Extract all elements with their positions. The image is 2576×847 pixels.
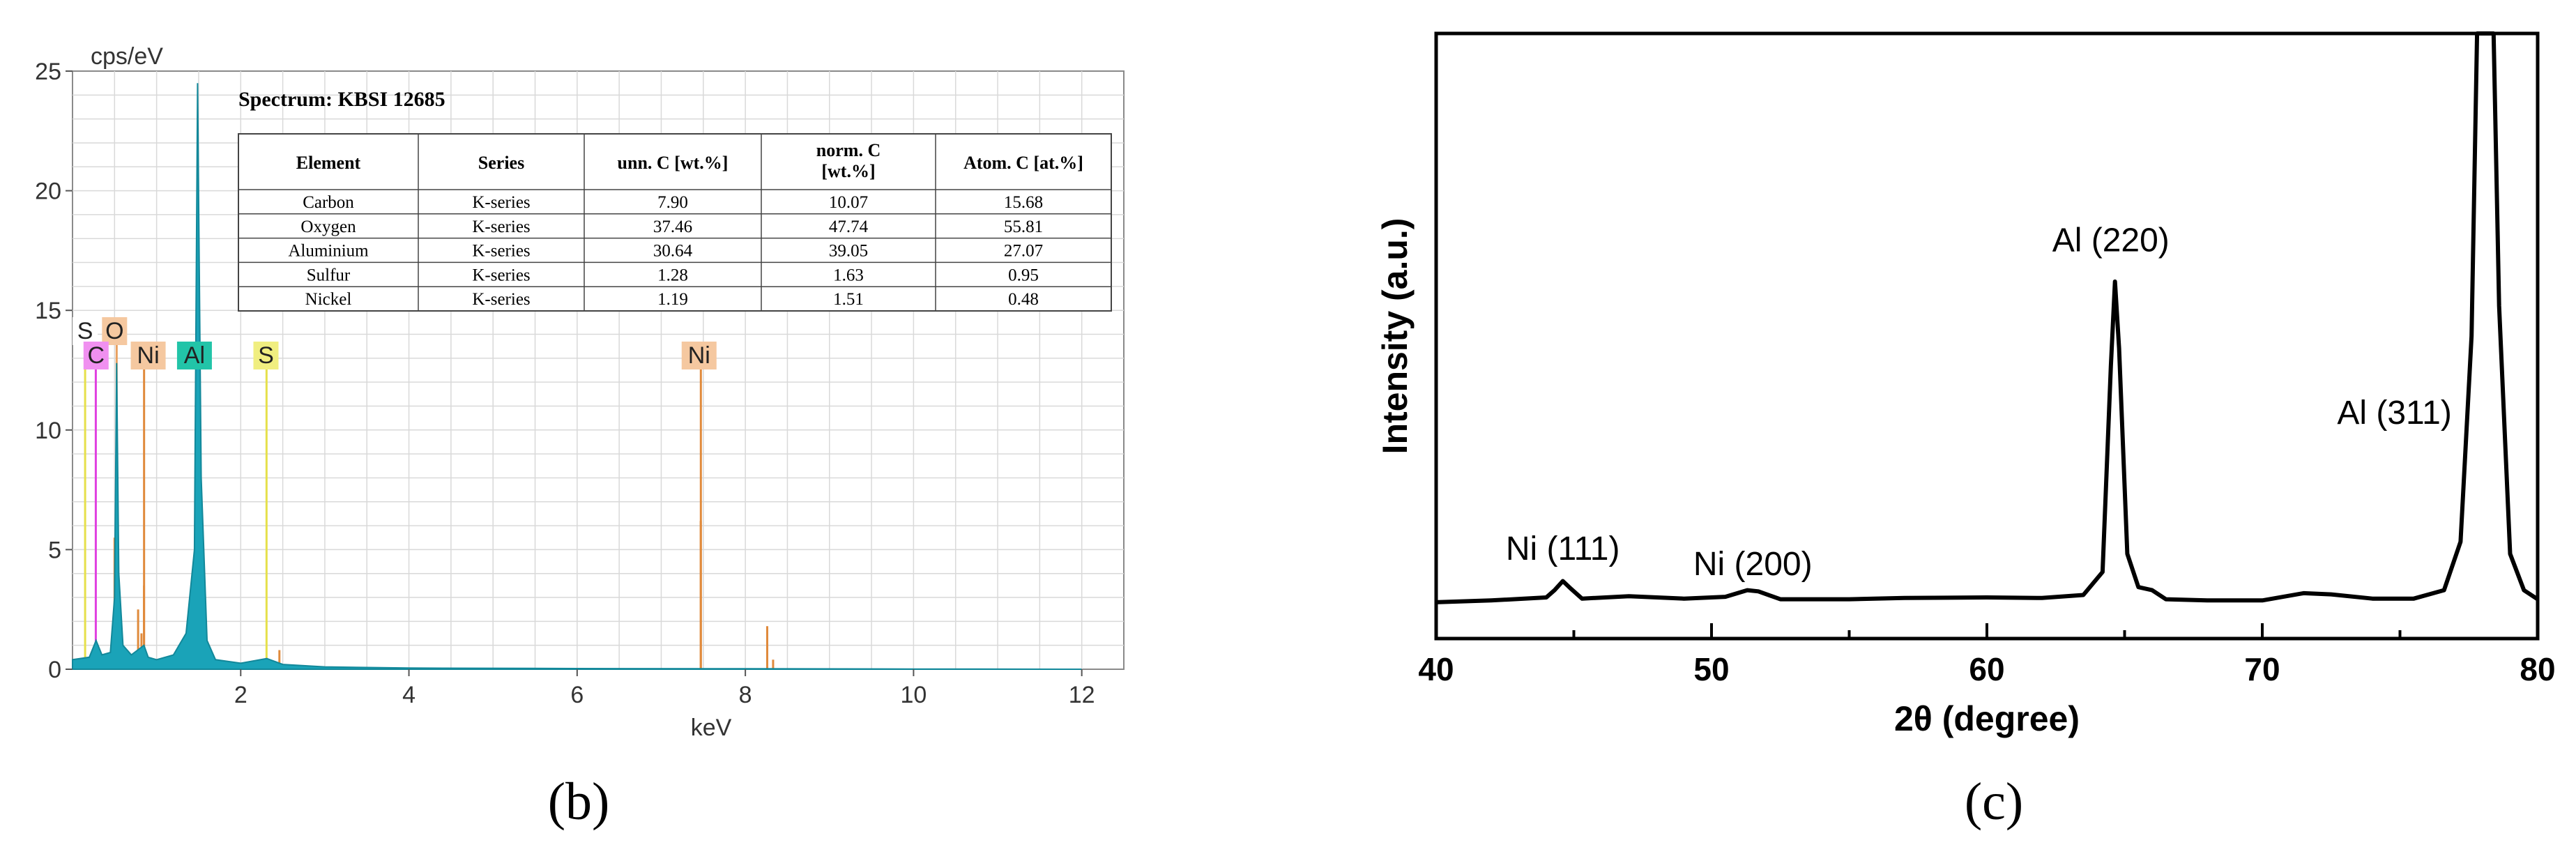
edx-y-tick-label: 0 — [48, 657, 61, 683]
table-header-cell: norm. C — [816, 140, 881, 160]
table-cell: 0.95 — [1008, 266, 1039, 284]
xrd-y-axis-label: Intensity (a.u.) — [1375, 218, 1415, 455]
xrd-x-axis-label: 2θ (degree) — [1894, 699, 2080, 738]
table-cell: K-series — [472, 218, 530, 236]
edx-spectrum-title: Spectrum: KBSI 12685 — [238, 88, 445, 111]
caption-c: (c) — [1965, 772, 2023, 831]
caption-b: (b) — [548, 772, 610, 831]
table-cell: Sulfur — [307, 266, 351, 284]
edx-axis-ticks: 2 4 6 8 10 12 0 5 10 15 20 25 — [35, 59, 1095, 708]
table-cell: 30.64 — [653, 242, 693, 261]
table-header-cell: unn. C [wt.%] — [618, 153, 729, 173]
xrd-pattern-panel: 40 50 60 70 80 Ni (111) Ni (200) Al (220) Al (3… — [1375, 31, 2556, 738]
table-cell: K-series — [472, 266, 530, 284]
table-cell: 55.81 — [1004, 218, 1043, 236]
element-label-box — [253, 342, 279, 369]
edx-y-tick-label: 10 — [35, 418, 61, 444]
xrd-peak-label: Al (311) — [2337, 395, 2452, 432]
table-header-cell: Series — [478, 153, 524, 173]
element-label-al: Al — [184, 342, 205, 369]
element-label-c: C — [87, 342, 105, 369]
element-label-box — [176, 342, 212, 369]
table-cell: K-series — [472, 242, 530, 261]
xrd-x-tick-label: 50 — [1693, 651, 1729, 687]
table-cell: Aluminium — [288, 242, 369, 261]
xrd-x-tick-label: 70 — [2244, 651, 2280, 687]
table-cell: 1.19 — [657, 290, 688, 309]
table-cell: 7.90 — [657, 193, 688, 212]
table-cell: Nickel — [305, 290, 352, 309]
xrd-x-tick-label: 80 — [2520, 651, 2555, 687]
element-label-box — [73, 317, 98, 345]
edx-x-tick-label: 6 — [570, 682, 584, 708]
element-label-ni: Ni — [688, 342, 710, 369]
table-cell: 1.63 — [833, 266, 864, 284]
edx-y-tick-label: 15 — [35, 298, 61, 324]
xrd-peak-label: Ni (200) — [1693, 546, 1813, 583]
xrd-x-tick-label: 40 — [1418, 651, 1454, 687]
element-label-ni: Ni — [137, 342, 160, 369]
table-frame — [238, 133, 1112, 312]
xrd-x-axis-label-text: 2θ (degree) — [1894, 699, 2080, 738]
element-label-box — [681, 342, 717, 369]
element-label-o: O — [105, 318, 123, 344]
table-cell: Carbon — [303, 193, 354, 212]
table-cell: K-series — [472, 193, 530, 212]
xrd-peak-annotations: Ni (111) Ni (200) Al (220) Al (311) — [1506, 222, 2452, 582]
table-cell: 47.74 — [829, 218, 869, 236]
table-cell: 1.28 — [657, 266, 688, 284]
element-label-s: S — [258, 342, 274, 369]
table-body: Carbon K-series 7.90 10.07 15.68 Oxygen K-seri… — [288, 193, 1043, 309]
edx-y-tick-label: 5 — [48, 537, 61, 563]
table-grid — [238, 134, 1111, 312]
table-cell: 10.07 — [829, 193, 868, 212]
element-label-box — [130, 342, 166, 369]
edx-y-tick-label: 25 — [35, 59, 61, 85]
element-label-box — [102, 317, 128, 345]
xrd-peak-label: Al (220) — [2052, 222, 2170, 259]
table-cell: Oxygen — [300, 218, 356, 236]
edx-x-tick-label: 2 — [234, 682, 247, 708]
table-cell: 15.68 — [1004, 193, 1043, 212]
xrd-x-tick-label: 60 — [1969, 651, 2004, 687]
edx-x-tick-label: 12 — [1069, 682, 1095, 708]
table-cell: 0.48 — [1008, 290, 1039, 309]
edx-y-tick-label: 20 — [35, 178, 61, 205]
edx-element-labels: S OC Ni Al S Ni — [73, 317, 717, 369]
table-header-cell: [wt.%] — [821, 161, 875, 181]
table-cell: K-series — [472, 290, 530, 309]
table-cell: 37.46 — [653, 218, 692, 236]
edx-y-axis-label: cps/eV — [91, 43, 163, 70]
table-header-cell: Atom. C [at.%] — [963, 153, 1083, 173]
edx-x-tick-label: 8 — [739, 682, 752, 708]
xrd-axis-ticks: 40 50 60 70 80 — [1418, 623, 2556, 687]
xrd-peak-label: Ni (111) — [1506, 531, 1620, 567]
edx-x-axis-label: keV — [691, 715, 732, 741]
table-header-cell: Element — [296, 153, 361, 173]
table-cell: 27.07 — [1004, 242, 1043, 261]
element-label-box — [83, 342, 109, 369]
element-label-s: S — [77, 318, 93, 344]
table-cell: 39.05 — [829, 242, 868, 261]
table-header-row: Element Series unn. C [wt.%] norm. C[wt.%] A… — [296, 140, 1083, 181]
table-cell: 1.51 — [833, 290, 864, 309]
xrd-diffraction-line — [1435, 31, 2539, 604]
edx-x-tick-label: 4 — [402, 682, 416, 708]
edx-spectrum-area — [72, 83, 1082, 670]
edx-x-tick-label: 10 — [900, 682, 927, 708]
quantification-table: Spectrum: KBSI 12685 Element Series unn. C… — [238, 88, 1112, 312]
